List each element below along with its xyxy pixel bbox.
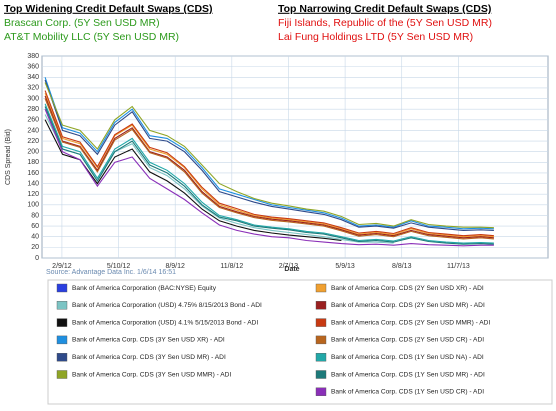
x-tick-label: 5/10/12 xyxy=(107,263,130,270)
y-tick-label: 100 xyxy=(27,202,39,209)
x-tick-label: 2/7/13 xyxy=(279,263,299,270)
legend-label[interactable]: Bank of America Corp. CDS (1Y Sen USD MR… xyxy=(331,371,485,378)
y-tick-label: 140 xyxy=(27,180,39,187)
y-tick-label: 180 xyxy=(27,159,39,166)
y-tick-label: 160 xyxy=(27,170,39,177)
legend-label[interactable]: Bank of America Corp. CDS (2Y Sen USD CR… xyxy=(331,337,484,344)
series-line xyxy=(44,98,494,240)
series-line xyxy=(44,93,494,238)
narrowing-item[interactable]: Lai Fung Holdings LTD (5Y Sen USD MR) xyxy=(278,31,473,43)
y-tick-label: 240 xyxy=(27,127,39,134)
legend-label[interactable]: Bank of America Corp. CDS (3Y Sen USD MM… xyxy=(72,371,231,378)
legend-swatch xyxy=(315,370,327,379)
widening-item[interactable]: Brascan Corp. (5Y Sen USD MR) xyxy=(4,17,160,29)
y-tick-label: 320 xyxy=(27,85,39,92)
plot-area xyxy=(41,55,549,259)
legend-label[interactable]: Bank of America Corp. CDS (1Y Sen USD CR… xyxy=(331,389,484,396)
legend-label[interactable]: Bank of America Corp. CDS (3Y Sen USD XR… xyxy=(72,337,225,344)
y-tick-label: 120 xyxy=(27,191,39,198)
legend-swatch xyxy=(315,335,327,345)
y-tick-label: 280 xyxy=(27,106,39,113)
series-line xyxy=(44,95,494,239)
widening-title: Top Widening Credit Default Swaps (CDS) xyxy=(4,3,213,15)
legend-box xyxy=(47,279,553,405)
series-line xyxy=(44,90,494,237)
y-tick-label: 80 xyxy=(31,212,39,219)
y-tick-label: 300 xyxy=(27,95,39,102)
series-line xyxy=(44,79,494,231)
x-tick-label: 8/9/12 xyxy=(165,263,185,270)
y-tick-label: 0 xyxy=(35,255,39,262)
source-note: Source: Advantage Data Inc. 1/6/14 16:51 xyxy=(46,269,176,276)
legend-swatch xyxy=(56,283,68,293)
y-tick-label: 200 xyxy=(27,149,39,156)
legend-swatch xyxy=(315,301,327,310)
legend-swatch xyxy=(315,283,327,293)
x-tick-label: 8/8/13 xyxy=(392,263,412,270)
series-line xyxy=(44,108,494,247)
y-tick-label: 340 xyxy=(27,74,39,81)
legend-label[interactable]: Bank of America Corporation (USD) 4.75% … xyxy=(72,302,262,309)
y-tick-label: 40 xyxy=(31,234,39,241)
series-line xyxy=(44,103,494,244)
legend-swatch xyxy=(56,301,68,310)
x-tick-label: 11/8/12 xyxy=(220,263,243,270)
legend-label[interactable]: Bank of America Corp. CDS (2Y Sen USD MR… xyxy=(331,302,485,309)
legend-label[interactable]: Bank of America Corporation (USD) 4.1% 5… xyxy=(72,319,258,326)
x-tick-label: 5/9/13 xyxy=(335,263,355,270)
series-line xyxy=(44,82,494,229)
legend-label[interactable]: Bank of America Corp. CDS (1Y Sen USD NA… xyxy=(331,354,484,361)
y-tick-label: 260 xyxy=(27,117,39,124)
legend-swatch xyxy=(56,370,68,379)
x-axis-label: Date xyxy=(284,266,299,273)
series-line xyxy=(44,77,494,230)
narrowing-item[interactable]: Fiji Islands, Republic of the (5Y Sen US… xyxy=(278,17,492,29)
y-tick-label: 20 xyxy=(31,244,39,251)
legend-label[interactable]: Bank of America Corp. CDS (2Y Sen USD XR… xyxy=(331,285,484,292)
y-tick-label: 380 xyxy=(27,53,39,60)
legend-swatch xyxy=(315,387,327,396)
legend-swatch xyxy=(56,353,68,362)
series-line xyxy=(44,119,342,242)
x-tick-label: 2/9/12 xyxy=(52,263,72,270)
x-tick-label: 11/7/13 xyxy=(447,263,470,270)
legend-swatch xyxy=(56,318,68,327)
legend-label[interactable]: Bank of America Corporation (BAC:NYSE) E… xyxy=(72,285,217,292)
y-tick-label: 360 xyxy=(27,63,39,70)
legend-label[interactable]: Bank of America Corp. CDS (2Y Sen USD MM… xyxy=(331,319,490,326)
legend-swatch xyxy=(315,353,327,362)
legend-swatch xyxy=(56,335,68,345)
y-tick-label: 220 xyxy=(27,138,39,145)
y-tick-label: 60 xyxy=(31,223,39,230)
widening-item[interactable]: AT&T Mobility LLC (5Y Sen USD MR) xyxy=(4,31,179,43)
legend-swatch xyxy=(315,318,327,327)
narrowing-title: Top Narrowing Credit Default Swaps (CDS) xyxy=(278,3,491,15)
y-axis-label: CDS Spread (Bid) xyxy=(5,129,12,185)
legend-label[interactable]: Bank of America Corp. CDS (3Y Sen USD MR… xyxy=(72,354,226,361)
series-line xyxy=(44,106,494,245)
